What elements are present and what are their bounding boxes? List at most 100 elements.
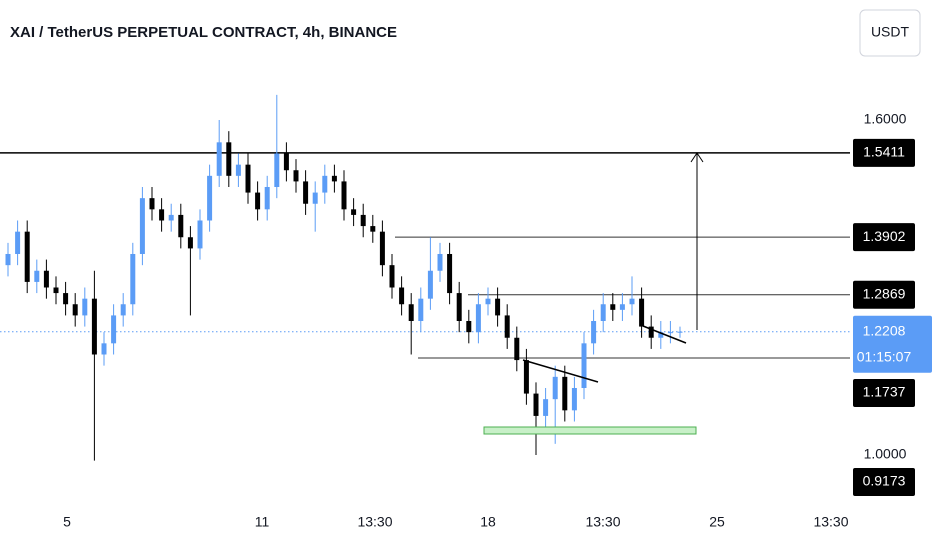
candle-body bbox=[504, 315, 510, 338]
x-tick-label: 18 bbox=[480, 514, 496, 530]
level-label: 1.3902 bbox=[863, 228, 906, 244]
candle-body bbox=[91, 298, 97, 355]
candle-body bbox=[456, 293, 462, 321]
x-tick-label: 13:30 bbox=[357, 514, 392, 530]
candle-body bbox=[24, 231, 30, 282]
level-label-box bbox=[853, 468, 915, 496]
candle-body bbox=[360, 214, 366, 227]
candle-body bbox=[101, 343, 107, 355]
candle-body bbox=[245, 164, 251, 193]
level-label-box bbox=[853, 280, 915, 309]
candle-body bbox=[187, 237, 193, 249]
candle-body bbox=[658, 332, 664, 338]
candle-body bbox=[255, 192, 261, 210]
candle-body bbox=[331, 175, 337, 182]
candle-body bbox=[235, 164, 241, 176]
candle-body bbox=[72, 304, 78, 316]
level-label: 1.5411 bbox=[863, 144, 905, 160]
candle-body bbox=[264, 186, 270, 210]
level-label-box bbox=[853, 223, 915, 252]
candle-body bbox=[130, 253, 136, 305]
x-tick-label: 11 bbox=[255, 514, 270, 530]
candle-body bbox=[312, 192, 318, 204]
countdown-label: 01:15:07 bbox=[857, 348, 912, 364]
level-label: 1.1737 bbox=[863, 384, 906, 400]
level-label: 1.2869 bbox=[863, 286, 906, 302]
trend-line bbox=[522, 359, 599, 383]
x-tick-label: 13:30 bbox=[585, 514, 620, 530]
candle-body bbox=[207, 175, 213, 221]
candle-body bbox=[120, 304, 126, 316]
candle-body bbox=[581, 343, 587, 388]
candle-body bbox=[53, 287, 59, 294]
candle-body bbox=[351, 209, 357, 215]
candle-body bbox=[341, 181, 347, 210]
candle-body bbox=[552, 376, 558, 400]
candle-body bbox=[168, 214, 174, 221]
arrow-head bbox=[690, 152, 704, 163]
chart-title: XAI / TetherUS PERPETUAL CONTRACT, 4h, B… bbox=[10, 24, 397, 41]
currency-label[interactable]: USDT bbox=[871, 24, 910, 40]
candle-body bbox=[543, 399, 549, 416]
candle-body bbox=[677, 331, 683, 333]
trend-line bbox=[642, 325, 687, 344]
candle-body bbox=[639, 298, 645, 327]
candle-body bbox=[389, 265, 395, 288]
candle-body bbox=[619, 304, 625, 310]
candle-body bbox=[379, 231, 385, 266]
candle-body bbox=[82, 298, 88, 316]
candle-body bbox=[5, 253, 11, 266]
candle-body bbox=[475, 304, 481, 333]
candle-body bbox=[523, 360, 529, 394]
x-tick-label: 13:30 bbox=[813, 514, 848, 530]
candle-body bbox=[139, 198, 145, 254]
candle-body bbox=[149, 198, 155, 210]
candle-body bbox=[370, 226, 376, 232]
candle-body bbox=[159, 209, 165, 221]
candle-body bbox=[610, 304, 616, 310]
candle-body bbox=[399, 287, 405, 305]
candle-body bbox=[562, 376, 568, 411]
candle-body bbox=[485, 298, 491, 305]
candle-body bbox=[63, 293, 69, 305]
candle-body bbox=[303, 181, 309, 204]
candle-body bbox=[226, 142, 232, 176]
candle-body bbox=[293, 170, 299, 182]
candle-body bbox=[34, 270, 40, 282]
support-zone bbox=[483, 426, 697, 435]
level-label-box bbox=[853, 138, 915, 167]
candle-body bbox=[667, 332, 673, 334]
candle-body bbox=[571, 387, 577, 411]
currency-button[interactable] bbox=[859, 9, 921, 57]
level-label-box bbox=[853, 379, 915, 407]
candle-body bbox=[514, 337, 520, 361]
candle-body bbox=[427, 270, 433, 299]
candle-body bbox=[437, 253, 443, 271]
candle-body bbox=[197, 220, 203, 249]
x-tick-label: 25 bbox=[709, 514, 725, 530]
candle-body bbox=[322, 175, 328, 193]
candle-body bbox=[216, 142, 222, 176]
level-label: 0.9173 bbox=[863, 473, 906, 489]
last-price-box bbox=[853, 315, 932, 373]
candle-body bbox=[283, 153, 289, 171]
candle-body bbox=[408, 304, 414, 321]
candle-body bbox=[495, 298, 501, 316]
candle-body bbox=[274, 153, 280, 187]
candle-body bbox=[648, 326, 654, 338]
candle-body bbox=[629, 298, 635, 305]
last-price-label: 1.2208 bbox=[863, 322, 906, 338]
y-tick-label: 1.0000 bbox=[864, 446, 907, 462]
candle-body bbox=[600, 304, 606, 321]
candle-body bbox=[418, 298, 424, 321]
candle-body bbox=[591, 320, 597, 344]
candle-body bbox=[15, 231, 21, 254]
candle-body bbox=[466, 320, 472, 333]
x-tick-label: 5 bbox=[63, 514, 71, 530]
candle-body bbox=[533, 393, 539, 416]
candle-body bbox=[447, 253, 453, 294]
candle-body bbox=[178, 214, 184, 238]
y-tick-label: 1.6000 bbox=[864, 111, 907, 127]
